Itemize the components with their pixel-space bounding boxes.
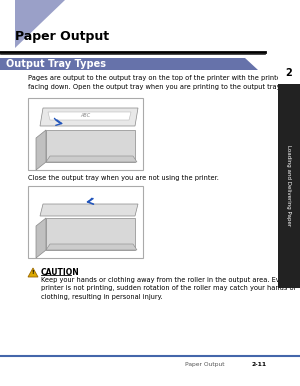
Polygon shape	[40, 204, 138, 216]
Text: Pages are output to the output tray on the top of the printer with the printed s: Pages are output to the output tray on t…	[28, 75, 300, 90]
FancyBboxPatch shape	[28, 186, 143, 258]
Polygon shape	[46, 130, 135, 162]
Polygon shape	[40, 108, 138, 126]
Polygon shape	[28, 268, 38, 277]
Text: CAUTION: CAUTION	[41, 268, 80, 277]
Text: Paper Output: Paper Output	[185, 362, 225, 367]
Polygon shape	[46, 244, 137, 250]
Text: ABC: ABC	[80, 113, 90, 118]
Polygon shape	[15, 0, 65, 48]
FancyBboxPatch shape	[278, 62, 300, 84]
Polygon shape	[46, 218, 135, 250]
Text: Loading and Delivering Paper: Loading and Delivering Paper	[286, 146, 292, 227]
Polygon shape	[36, 218, 46, 258]
FancyBboxPatch shape	[28, 98, 143, 170]
Text: !: !	[32, 270, 34, 275]
Text: Paper Output: Paper Output	[15, 30, 109, 43]
Text: 2: 2	[286, 68, 292, 78]
Text: Keep your hands or clothing away from the roller in the output area. Even if the: Keep your hands or clothing away from th…	[41, 277, 300, 300]
Text: Output Tray Types: Output Tray Types	[6, 59, 106, 69]
Polygon shape	[46, 156, 137, 162]
Polygon shape	[48, 112, 131, 120]
Polygon shape	[36, 130, 46, 170]
Polygon shape	[0, 58, 258, 70]
Text: Close the output tray when you are not using the printer.: Close the output tray when you are not u…	[28, 175, 219, 181]
FancyBboxPatch shape	[278, 62, 300, 288]
Text: 2-11: 2-11	[252, 362, 267, 367]
